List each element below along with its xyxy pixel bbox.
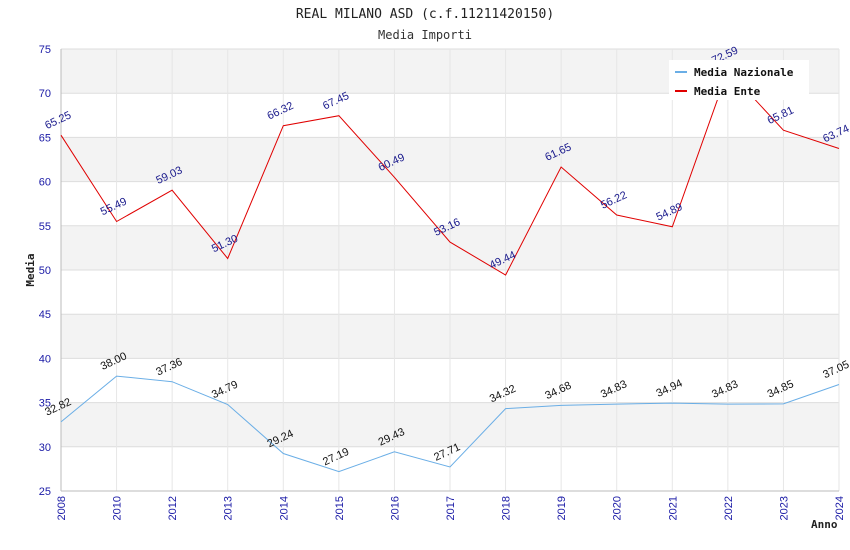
- y-tick-label: 60: [39, 177, 51, 189]
- y-tick-label: 50: [39, 265, 51, 277]
- x-tick-label: 2013: [223, 496, 235, 520]
- x-tick-label: 2016: [389, 496, 401, 520]
- legend-label-media-ente: Media Ente: [694, 85, 761, 98]
- y-tick-label: 40: [39, 353, 51, 365]
- x-axis-label: Anno: [811, 518, 838, 531]
- series-lines: [60, 69, 840, 473]
- chart-title: REAL MILANO ASD (c.f.11211420150): [296, 7, 554, 22]
- series-line-media-ente: [60, 69, 840, 276]
- legend-background: [669, 60, 809, 100]
- x-tick-label: 2020: [612, 496, 624, 520]
- x-tick-label: 2022: [723, 496, 735, 520]
- x-tick-label: 2019: [556, 496, 568, 520]
- y-tick-label: 70: [39, 88, 51, 100]
- x-tick-label: 2014: [278, 496, 290, 520]
- legend-label-media-nazionale: Media Nazionale: [694, 66, 794, 79]
- legend: Media Nazionale Media Ente: [669, 60, 809, 100]
- x-tick-label: 2017: [445, 496, 457, 520]
- y-tick-labels: 25 30 35 40 45 50 55 60 65 70 75: [39, 44, 51, 498]
- y-tick-label: 75: [39, 44, 51, 56]
- x-tick-label: 2015: [334, 496, 346, 520]
- x-tick-label: 2024: [834, 496, 846, 520]
- x-tick-label: 2021: [667, 496, 679, 520]
- y-tick-label: 25: [39, 486, 51, 498]
- chart-subtitle: Media Importi: [378, 28, 472, 42]
- y-axis-label: Media: [24, 253, 37, 286]
- x-tick-label: 2008: [56, 496, 68, 520]
- x-tick-label: 2023: [778, 496, 790, 520]
- y-tick-label: 35: [39, 398, 51, 410]
- x-tick-label: 2018: [501, 496, 513, 520]
- x-tick-label: 2010: [112, 496, 124, 520]
- x-tick-labels: 2008 2010 2012 2013 2014 2015 2016 2017 2018 2019…: [56, 496, 846, 520]
- x-tick-label: 2012: [167, 496, 179, 520]
- series-line-media-nazionale: [60, 375, 840, 473]
- y-tick-label: 45: [39, 309, 51, 321]
- y-tick-label: 65: [39, 132, 51, 144]
- y-tick-label: 55: [39, 221, 51, 233]
- y-tick-label: 30: [39, 442, 51, 454]
